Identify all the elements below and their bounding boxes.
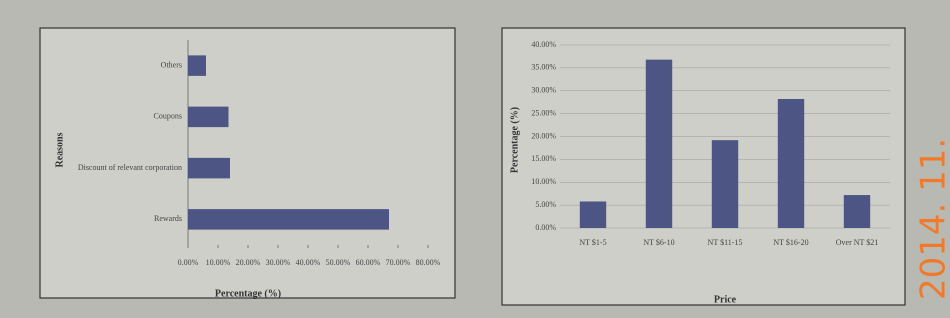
date-stamp: 2014. 11. [914, 138, 950, 300]
bar [188, 209, 389, 230]
photo: 2014. 11. 0.00% 10.00% 20.00% 30.00% 40.00% 5… [0, 0, 950, 318]
y-tick-label: Rewards [154, 214, 182, 223]
x-tick-label: 20.00% [236, 258, 261, 267]
bar [580, 201, 606, 228]
x-tick-label: 50.00% [326, 258, 351, 267]
y-tick-label: 35.00% [531, 63, 556, 72]
x-tick-label: 70.00% [386, 258, 411, 267]
x-tick-label: NT $11-15 [708, 238, 743, 247]
y-tick-label: Coupons [154, 112, 182, 121]
y-tick-label: 30.00% [531, 86, 556, 95]
x-tick-label: NT $16-20 [773, 238, 808, 247]
y-tick-label: Others [161, 60, 182, 69]
x-tick-label: 0.00% [178, 258, 199, 267]
y-tick-label: 20.00% [531, 131, 556, 140]
bar [844, 195, 870, 228]
y-axis-title: Reasons [54, 132, 65, 167]
y-axis-title: Percentage (%) [509, 107, 520, 173]
y-tick-label: 25.00% [531, 108, 556, 117]
x-tick-label: NT $1-5 [579, 238, 606, 247]
bar [188, 107, 229, 128]
y-tick-label: 10.00% [531, 177, 556, 186]
bar [778, 99, 804, 228]
x-tick-label: NT $6-10 [643, 238, 674, 247]
y-tick-label: 15.00% [531, 154, 556, 163]
y-tick-label: 40.00% [531, 40, 556, 49]
x-tick-label: 30.00% [266, 258, 291, 267]
bar [188, 55, 206, 76]
x-tick-label: 10.00% [206, 258, 231, 267]
bar [712, 140, 738, 228]
bar [646, 60, 672, 228]
x-tick-label: 80.00% [416, 258, 441, 267]
x-tick-label: Over NT $21 [836, 238, 879, 247]
x-tick-label: 60.00% [356, 258, 381, 267]
chart-frame [502, 28, 905, 305]
y-tick-label: 0.00% [535, 223, 556, 232]
x-axis-title: Price [714, 294, 737, 305]
bar [188, 158, 230, 179]
x-axis-title: Percentage (%) [215, 288, 281, 299]
x-tick-label: 40.00% [296, 258, 321, 267]
y-tick-label: Discount of relevant corporation [78, 163, 182, 172]
y-tick-label: 5.00% [535, 200, 556, 209]
